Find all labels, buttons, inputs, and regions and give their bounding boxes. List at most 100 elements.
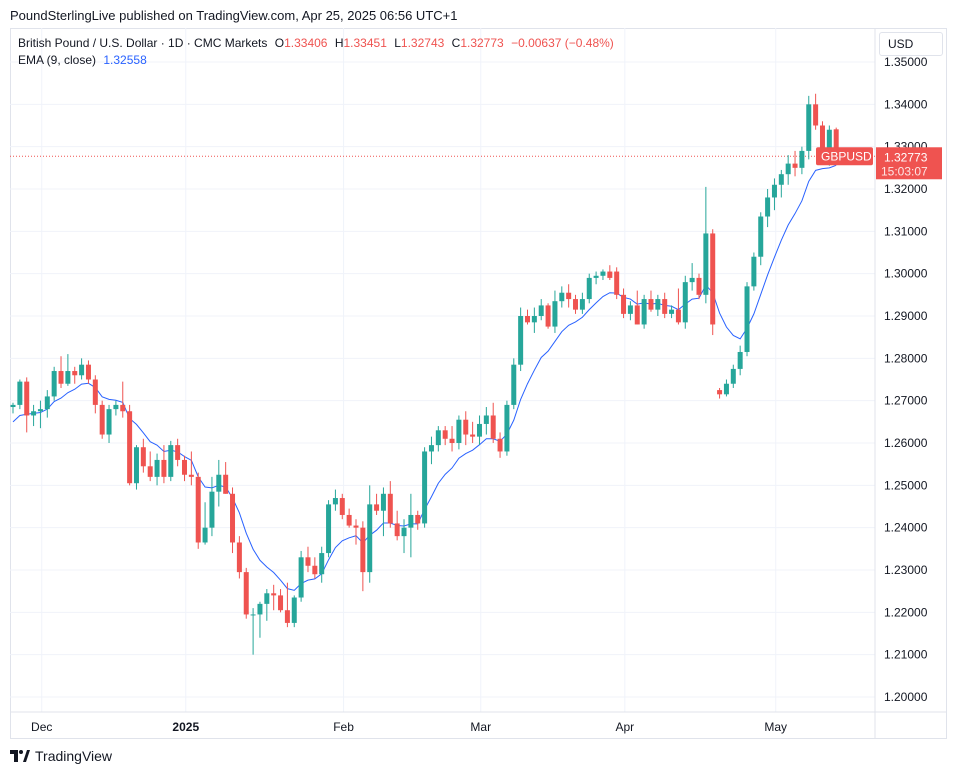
candle — [730, 364, 736, 388]
candle-body — [202, 527, 208, 543]
y-tick-label: 1.29000 — [884, 309, 928, 323]
candle — [662, 292, 668, 319]
candle — [415, 510, 421, 530]
candle — [154, 453, 160, 486]
candle — [586, 273, 592, 304]
candle — [353, 519, 359, 545]
candle-body — [566, 292, 572, 300]
candle-body — [449, 438, 455, 443]
candle — [92, 375, 98, 414]
legend-main: British Pound / U.S. Dollar · 1D · CMC M… — [18, 36, 618, 50]
y-tick-label: 1.24000 — [884, 521, 928, 535]
candle-body — [614, 271, 620, 295]
candle — [758, 212, 764, 266]
candle-body — [641, 299, 647, 325]
candle-body — [470, 434, 476, 437]
candle-body — [648, 299, 654, 310]
candle-body — [312, 565, 318, 575]
candle — [58, 356, 64, 388]
candle — [710, 229, 716, 336]
candle-body — [401, 527, 407, 537]
price-tag-bg — [876, 147, 942, 180]
candle-body — [765, 197, 771, 217]
candle-body — [669, 309, 675, 314]
candle-body — [675, 309, 681, 323]
candle-body — [778, 174, 784, 185]
candle — [703, 186, 709, 304]
tradingview-brand[interactable]: TradingView — [10, 748, 112, 764]
candle — [490, 402, 496, 443]
candle — [504, 400, 510, 456]
candle — [675, 288, 681, 325]
candle-body — [435, 430, 441, 446]
y-tick-label: 1.27000 — [884, 394, 928, 408]
candle-body — [106, 409, 112, 435]
candle — [161, 445, 167, 484]
candle — [37, 400, 43, 429]
candle-body — [51, 371, 57, 397]
candle-body — [689, 277, 695, 283]
candle-body — [72, 371, 78, 376]
candle — [319, 546, 325, 583]
candle-body — [257, 603, 263, 615]
candle-body — [634, 305, 640, 325]
y-tick-label: 1.31000 — [884, 224, 928, 238]
candle — [312, 557, 318, 579]
candle — [367, 485, 373, 583]
candle — [737, 345, 743, 376]
candle-body — [271, 593, 277, 596]
candle-body — [621, 294, 627, 314]
candle-body — [518, 316, 524, 365]
candle — [182, 455, 187, 482]
candle — [257, 601, 263, 638]
candle — [751, 252, 757, 291]
candle-body — [250, 614, 256, 616]
currency-button[interactable]: USD — [879, 32, 943, 56]
candle-body — [17, 381, 23, 405]
candle — [689, 263, 695, 291]
candle-body — [497, 438, 503, 452]
legend-ema[interactable]: EMA (9, close) 1.32558 — [18, 53, 147, 67]
grid-lines — [10, 28, 875, 712]
y-axis-ticks: 1.350001.340001.330001.320001.310001.300… — [884, 55, 928, 704]
candle — [648, 290, 654, 312]
candle-body — [305, 557, 311, 566]
candle — [696, 273, 702, 300]
candle — [72, 366, 78, 384]
candle — [106, 404, 112, 443]
candle — [723, 379, 729, 397]
candle-body — [44, 396, 50, 410]
y-tick-label: 1.34000 — [884, 97, 928, 111]
candle-body — [490, 415, 496, 439]
x-tick-label: Apr — [615, 720, 634, 734]
candle — [387, 481, 393, 528]
candle-body — [415, 514, 421, 524]
candle-body — [360, 527, 366, 573]
candle — [559, 286, 565, 308]
candle-body — [799, 150, 805, 168]
candle-body — [120, 404, 126, 412]
candle — [717, 387, 723, 399]
ema-label: EMA (9, close) — [18, 53, 97, 67]
candle — [607, 265, 613, 281]
low-value: 1.32743 — [400, 36, 445, 50]
x-tick-label: Feb — [333, 720, 354, 734]
candle-body — [785, 163, 791, 175]
candle — [449, 426, 455, 452]
candle — [298, 550, 304, 602]
candle — [634, 290, 640, 325]
candle-body — [463, 419, 469, 435]
x-axis-ticks: Dec 2025 Feb Mar Apr May — [31, 720, 787, 734]
axes-lines — [10, 28, 947, 739]
candle — [593, 271, 599, 285]
candle — [579, 292, 585, 314]
candle — [332, 489, 338, 511]
candle — [230, 487, 236, 554]
candles — [10, 93, 839, 655]
candle-body — [24, 381, 30, 416]
price-tag-group: GBPUSD 1.32773 15:03:07 — [816, 147, 942, 180]
candle-body — [58, 371, 64, 384]
close-label: C — [451, 36, 461, 50]
candle — [428, 436, 434, 465]
